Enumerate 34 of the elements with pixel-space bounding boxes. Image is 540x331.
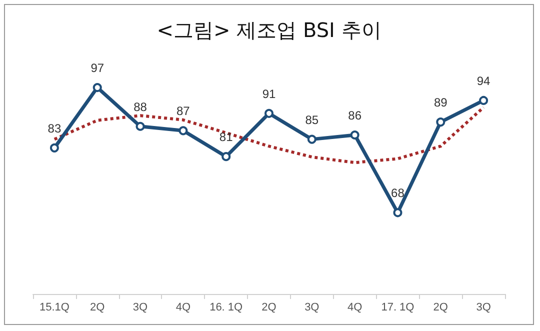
x-tick-label: 3Q — [132, 302, 148, 314]
point — [92, 83, 102, 92]
x-tick-label: 4Q — [176, 302, 191, 314]
data-label: 83 — [48, 121, 62, 136]
data-label: 86 — [348, 108, 362, 122]
x-tick-label: 15.1Q — [39, 302, 70, 314]
point — [136, 122, 145, 131]
point — [307, 134, 316, 144]
data-label: 68 — [391, 186, 405, 200]
x-tick-label: 4Q — [347, 302, 363, 314]
data-label: 91 — [262, 86, 276, 101]
point — [264, 108, 274, 118]
data-label: 89 — [434, 96, 448, 110]
x-tick-label: 2Q — [262, 302, 277, 314]
point — [50, 143, 59, 152]
point — [178, 126, 188, 136]
point — [436, 118, 446, 127]
data-label: 88 — [134, 100, 148, 114]
data-label: 94 — [476, 74, 491, 88]
x-tick-label: 2Q — [90, 302, 106, 314]
point — [393, 208, 402, 218]
data-label: 97 — [90, 61, 104, 76]
point — [350, 130, 360, 140]
x-tick-label: 17. 1Q — [381, 302, 415, 314]
data-label: 81 — [219, 130, 234, 144]
point — [479, 96, 488, 105]
x-tick-label: 3Q — [304, 302, 320, 314]
x-tick-label: 3Q — [476, 302, 492, 314]
data-label: 85 — [305, 112, 319, 127]
chart-title: <그림> 제조업 BSI 추이 — [156, 18, 382, 42]
x-tick-label: 2Q — [433, 302, 448, 314]
data-label: 87 — [176, 104, 190, 118]
x-tick-label: 16. 1Q — [210, 302, 244, 314]
point — [222, 152, 231, 162]
